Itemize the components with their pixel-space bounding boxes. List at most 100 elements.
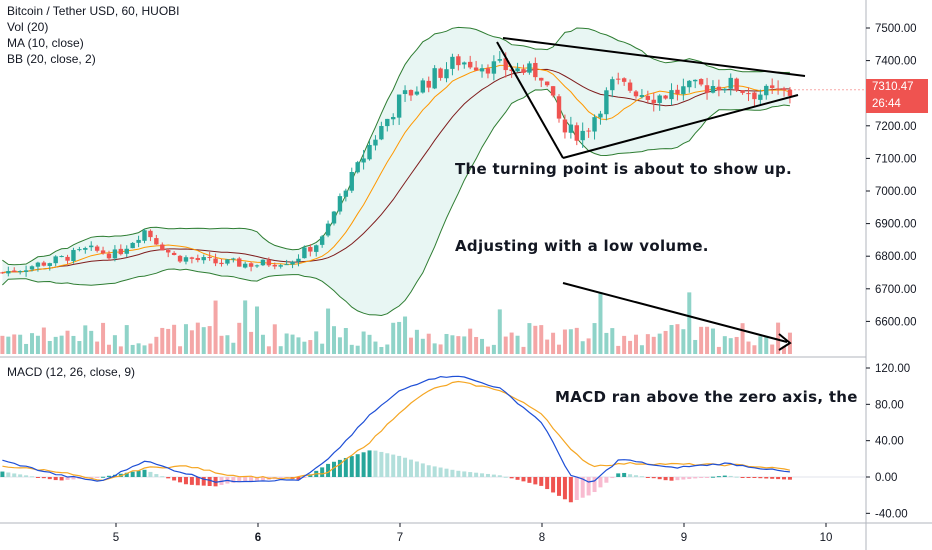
candle-body (580, 130, 585, 141)
macd-histogram-bar (379, 451, 384, 477)
macd-histogram-bar (586, 477, 591, 496)
macd-histogram-bar (142, 469, 147, 477)
macd-tick-label: 0.00 (875, 472, 897, 484)
volume-bar (675, 324, 680, 354)
macd-histogram-bar (485, 473, 490, 477)
volume-bar (35, 335, 40, 354)
macd-histogram-bar (515, 477, 520, 480)
macd-histogram-bar (408, 459, 413, 477)
volume-bar (734, 336, 739, 354)
volume-bar (491, 344, 496, 354)
macd-histogram-bar (610, 477, 615, 479)
volume-bar (308, 340, 313, 354)
volume-bar (112, 335, 117, 354)
volume-bar (586, 338, 591, 354)
macd-tick-label: 80.00 (875, 399, 904, 411)
macd-histogram-bar (687, 477, 692, 479)
candle-body (444, 69, 449, 79)
candle-body (254, 265, 260, 267)
volume-bar (681, 329, 686, 354)
candle-body (414, 91, 420, 95)
volume-bar (278, 346, 283, 354)
macd-histogram-bar (337, 459, 342, 477)
macd-histogram-bar (722, 475, 727, 477)
candle-body (361, 158, 366, 163)
volume-bar (349, 344, 354, 354)
volume-bar (438, 344, 443, 354)
candle-body (716, 86, 722, 91)
candle-body (562, 119, 568, 133)
candle-body (450, 56, 455, 69)
macd-histogram-bar (373, 450, 378, 477)
macd-histogram-bar (497, 475, 502, 477)
macd-histogram-bar (178, 477, 183, 483)
macd-histogram-bar (331, 461, 336, 477)
candle-body (83, 248, 88, 250)
candle-body (627, 82, 633, 91)
candle-body (41, 262, 47, 266)
volume-bar (728, 338, 733, 354)
candle-body (491, 61, 497, 74)
volume-bar (59, 335, 64, 354)
candle-body (752, 92, 757, 100)
macd-line (2, 375, 790, 483)
macd-histogram-bar (391, 454, 396, 477)
volume-bar (379, 346, 384, 354)
candle-body (391, 116, 396, 120)
macd-histogram-bar (278, 477, 283, 479)
candle-body (367, 144, 372, 160)
candle-body (142, 230, 147, 241)
macd-histogram-bar (480, 473, 485, 477)
candle-body (527, 63, 532, 73)
candle-body (290, 261, 295, 265)
candle-body (213, 258, 218, 264)
volume-bar (764, 336, 769, 354)
macd-histogram-bar (89, 477, 94, 478)
macd-histogram-bar (693, 477, 698, 479)
candle-body (171, 252, 177, 256)
volume-bar (651, 336, 656, 354)
volume-bar (782, 346, 787, 354)
volume-bar (89, 330, 94, 354)
macd-histogram-bar (764, 477, 769, 479)
candle-body (598, 113, 603, 118)
volume-bar (705, 326, 710, 354)
volume-bar (101, 322, 106, 354)
macd-histogram-bar (183, 477, 188, 485)
volume-bar (148, 343, 153, 354)
volume-bar (485, 346, 490, 354)
candle-body (112, 249, 118, 259)
volume-bar (207, 326, 212, 354)
macd-histogram-bar (491, 474, 496, 477)
candle-body (758, 94, 763, 100)
candle-body (189, 257, 195, 259)
macd-histogram-bar (148, 471, 153, 477)
volume-bar (260, 334, 265, 354)
volume-bar (592, 323, 597, 354)
candle-body (693, 79, 698, 82)
bb-fill (2, 27, 790, 316)
time-tick-label: 9 (681, 532, 687, 544)
volume-bar (633, 334, 638, 354)
candle-body (77, 249, 82, 251)
volume-bar (225, 335, 230, 354)
macd-histogram-bar (201, 477, 206, 486)
macd-histogram-bar (651, 477, 656, 479)
volume-bar (302, 341, 307, 354)
macd-histogram-bar (545, 477, 550, 490)
macd-histogram-bar (189, 477, 194, 485)
volume-bar (142, 345, 147, 354)
candle-body (497, 59, 502, 61)
macd-histogram-bar (231, 477, 236, 483)
macd-histogram-bar (95, 477, 100, 478)
macd-histogram-bar (770, 477, 775, 479)
macd-histogram-bar (106, 475, 111, 477)
volume-bar (83, 325, 88, 354)
candle-body (118, 248, 124, 255)
macd-histogram-bar (604, 477, 609, 483)
volume-bar (527, 323, 532, 354)
volume-bar (213, 300, 218, 354)
volume-bar (539, 325, 544, 354)
candle-body (284, 264, 289, 266)
